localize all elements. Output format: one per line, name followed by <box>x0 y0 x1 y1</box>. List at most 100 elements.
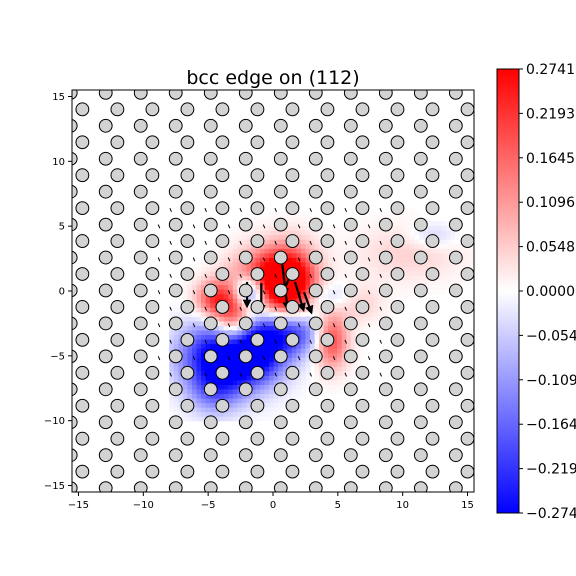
heatmap-cell <box>264 307 270 313</box>
heatmap-cell <box>409 257 415 263</box>
heatmap-cell <box>300 284 307 290</box>
heatmap-cell <box>205 270 211 277</box>
atom-marker <box>448 382 463 397</box>
heatmap-cell <box>269 220 275 227</box>
heatmap-cell <box>373 248 379 254</box>
heatmap-cell <box>191 370 198 376</box>
heatmap-cell <box>191 334 198 340</box>
heatmap-cell <box>314 234 320 240</box>
heatmap-cell <box>191 402 198 408</box>
heatmap-cell <box>210 402 216 408</box>
heatmap-cell <box>341 266 347 272</box>
heatmap-cell <box>196 293 202 299</box>
y-tick-label: 5 <box>59 222 65 233</box>
heatmap-cell <box>332 325 338 331</box>
heatmap-cell <box>300 320 307 326</box>
heatmap-cell <box>214 416 220 422</box>
heatmap-cell <box>201 388 207 395</box>
heatmap-cell <box>232 357 238 363</box>
heatmap-cell <box>228 270 234 277</box>
atom-marker <box>390 431 405 446</box>
heatmap-cell <box>332 275 338 281</box>
heatmap-cell <box>314 329 320 336</box>
displacement-arrow-small <box>157 323 161 328</box>
heatmap-cell <box>255 388 261 395</box>
heatmap-cell <box>350 239 356 245</box>
atom-marker <box>203 382 218 397</box>
heatmap-cell <box>328 388 334 395</box>
heatmap-cell <box>400 216 406 222</box>
heatmap-cell <box>169 375 175 381</box>
heatmap-cell <box>309 334 316 340</box>
atom-marker <box>215 464 230 479</box>
heatmap-cell <box>250 316 257 322</box>
heatmap-cell <box>391 230 397 236</box>
heatmap-cell <box>332 307 338 313</box>
heatmap-cell <box>441 284 447 290</box>
heatmap-cell <box>309 302 316 308</box>
heatmap-cell <box>337 343 343 349</box>
atom-marker <box>378 283 393 298</box>
heatmap-cell <box>237 275 243 281</box>
heatmap-cell <box>346 366 352 372</box>
heatmap-cell <box>269 230 275 236</box>
atom-marker <box>273 481 288 492</box>
heatmap-cell <box>255 329 261 336</box>
heatmap-cell <box>373 220 379 227</box>
heatmap-cell <box>296 225 302 231</box>
heatmap-cell <box>437 275 443 281</box>
heatmap-cell <box>269 402 275 408</box>
heatmap-cell <box>237 293 243 299</box>
heatmap-cell <box>405 284 411 290</box>
heatmap-cell <box>400 266 406 272</box>
atom-marker <box>320 431 335 446</box>
heatmap-cell <box>305 284 311 290</box>
heatmap-cell <box>346 302 352 308</box>
heatmap-cell <box>205 329 211 336</box>
heatmap-cell <box>278 298 284 304</box>
heatmap-cell <box>437 266 443 272</box>
displacement-arrow-small <box>157 290 161 295</box>
atom-marker <box>355 168 370 183</box>
heatmap-cell <box>260 361 266 367</box>
heatmap-cell <box>423 234 429 240</box>
atom-marker <box>273 217 288 232</box>
heatmap-cell <box>282 393 288 399</box>
heatmap-cell <box>219 357 225 363</box>
heatmap-cell <box>300 311 307 317</box>
heatmap-cell <box>409 248 415 254</box>
heatmap-cell <box>250 416 257 422</box>
heatmap-cell <box>319 361 325 367</box>
heatmap-cell <box>196 302 202 308</box>
heatmap-cell <box>255 416 261 422</box>
heatmap-cell <box>464 257 470 263</box>
heatmap-cell <box>446 239 452 245</box>
heatmap-cell <box>323 230 329 236</box>
heatmap-cell <box>264 348 270 354</box>
heatmap-cell <box>364 325 370 331</box>
heatmap-cell <box>201 266 207 272</box>
atom-marker <box>308 184 323 199</box>
heatmap-cell <box>427 261 434 267</box>
heatmap-cell <box>300 289 307 295</box>
heatmap-cell <box>210 261 216 267</box>
heatmap-cell <box>228 261 234 267</box>
heatmap-cell <box>214 261 220 267</box>
atom-marker <box>250 234 265 248</box>
heatmap-cell <box>368 243 375 249</box>
atom-marker <box>72 250 78 265</box>
heatmap-cell <box>337 270 343 277</box>
heatmap-cell <box>305 230 311 236</box>
heatmap-cell <box>328 320 334 326</box>
heatmap-cell <box>300 234 307 240</box>
heatmap-cell <box>228 416 234 422</box>
atom-marker <box>168 250 183 265</box>
heatmap-cell <box>187 411 193 417</box>
heatmap-cell <box>269 225 275 231</box>
heatmap-cell <box>427 230 434 236</box>
heatmap-cell <box>355 220 361 227</box>
heatmap-cell <box>278 397 284 404</box>
heatmap-cell <box>173 379 179 385</box>
heatmap-cell <box>260 279 266 286</box>
heatmap-cell <box>260 284 266 290</box>
